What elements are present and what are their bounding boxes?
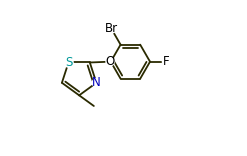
Circle shape [163, 58, 170, 65]
Text: O: O [105, 55, 115, 68]
Circle shape [106, 23, 116, 33]
Circle shape [92, 79, 101, 87]
Text: F: F [163, 55, 169, 68]
Text: N: N [92, 76, 101, 89]
Circle shape [64, 58, 73, 67]
Circle shape [106, 58, 114, 66]
Text: Br: Br [104, 22, 118, 34]
Text: S: S [65, 56, 72, 69]
